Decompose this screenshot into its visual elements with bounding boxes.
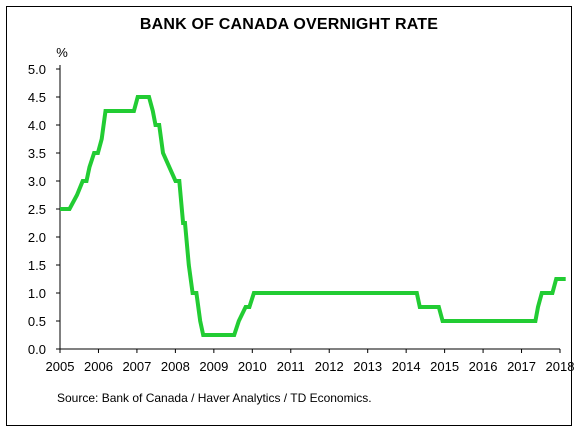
series-line-0: [60, 95, 566, 337]
y-axis-label: %: [56, 45, 68, 60]
x-tick-label: 2009: [199, 359, 228, 374]
x-tick-label: 2012: [315, 359, 344, 374]
y-tick-label: 4.5: [28, 90, 46, 105]
x-tick-label: 2007: [122, 359, 151, 374]
y-tick-label: 2.0: [28, 230, 46, 245]
y-tick-label: 0.5: [28, 314, 46, 329]
x-tick-label: 2008: [161, 359, 190, 374]
y-tick-label: 0.0: [28, 342, 46, 357]
y-tick-label: 5.0: [28, 62, 46, 77]
chart-source: Source: Bank of Canada / Haver Analytics…: [57, 391, 372, 405]
chart-title: BANK OF CANADA OVERNIGHT RATE: [139, 16, 439, 33]
series-group: [60, 95, 566, 337]
y-tick-label: 4.0: [28, 118, 46, 133]
x-tick-label: 2018: [546, 359, 575, 374]
x-tick-label: 2006: [84, 359, 113, 374]
y-tick-label: 2.5: [28, 202, 46, 217]
x-tick-label: 2014: [392, 359, 421, 374]
x-tick-label: 2013: [353, 359, 382, 374]
x-tick-label: 2011: [277, 359, 305, 374]
x-tick-label: 2015: [430, 359, 459, 374]
y-tick-label: 1.0: [28, 286, 46, 301]
y-tick-label: 1.5: [28, 258, 46, 273]
y-tick-labels: 0.0 0.5 1.0 1.5 2.0 2.5 3.0 3.5 4.0 4.5 5.0: [28, 62, 60, 357]
y-tick-label: 3.0: [28, 174, 46, 189]
chart-frame: BANK OF CANADA OVERNIGHT RATE Source: Ba…: [6, 6, 572, 426]
x-tick-label: 2017: [507, 359, 536, 374]
x-tick-label: 2016: [469, 359, 498, 374]
x-tick-labels: 2005 2006 2007 2008 2009 2010 2011 2012 2013 2014…: [46, 349, 575, 374]
y-tick-label: 3.5: [28, 146, 46, 161]
x-tick-label: 2005: [46, 359, 75, 374]
x-tick-label: 2010: [238, 359, 267, 374]
